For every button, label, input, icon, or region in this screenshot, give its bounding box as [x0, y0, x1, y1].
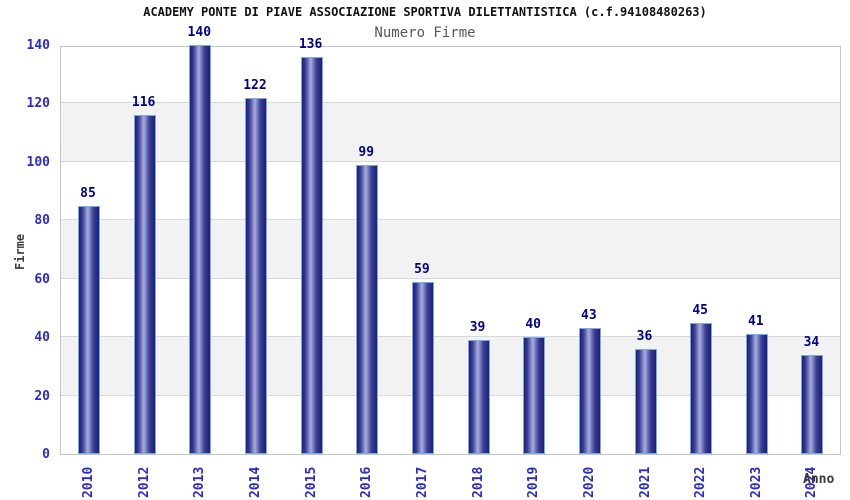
gridline — [61, 394, 840, 396]
y-tick-label: 60 — [34, 271, 50, 287]
x-tick-label: 2016 — [359, 466, 375, 498]
bar-value-label: 39 — [469, 320, 486, 336]
bar — [78, 205, 100, 454]
chart-title: ACADEMY PONTE DI PIAVE ASSOCIAZIONE SPOR… — [143, 5, 707, 19]
x-tick-label: 2021 — [637, 466, 653, 498]
bar — [189, 45, 212, 454]
bar-value-label: 45 — [692, 302, 708, 318]
bar-value-label: 41 — [747, 314, 764, 330]
x-tick-label: 2020 — [581, 466, 597, 498]
x-tick-label: 2018 — [470, 466, 486, 498]
y-tick-label: 100 — [26, 154, 50, 170]
y-tick-label: 140 — [26, 38, 50, 53]
x-tick-label: 2015 — [303, 466, 319, 498]
bar-value-label: 136 — [298, 36, 323, 52]
bar-value-label: 40 — [525, 317, 542, 333]
bar — [801, 354, 824, 454]
bar — [411, 281, 434, 454]
bar — [745, 334, 768, 454]
x-tick-label: 2019 — [526, 466, 542, 498]
bar-value-label: 43 — [581, 308, 597, 324]
bar — [300, 56, 323, 454]
y-tick-label: 0 — [42, 447, 50, 462]
x-tick-label: 2017 — [414, 466, 430, 498]
bar-value-label: 140 — [187, 25, 212, 40]
bar — [467, 340, 490, 454]
bar-value-label: 36 — [636, 328, 653, 344]
plot-area — [60, 45, 841, 455]
gridline — [61, 219, 840, 221]
bar-value-label: 122 — [243, 77, 267, 93]
bar-value-label: 99 — [358, 144, 375, 160]
bar-value-label: 59 — [414, 261, 430, 277]
y-tick-label: 40 — [34, 330, 50, 346]
y-tick-label: 120 — [26, 96, 50, 112]
y-axis-title: Firme — [13, 233, 27, 270]
bar — [523, 337, 546, 454]
x-tick-label: 2010 — [81, 466, 96, 498]
x-axis-title: Anno — [803, 472, 835, 487]
x-tick-label: 2022 — [693, 466, 709, 498]
y-tick-label: 80 — [34, 213, 50, 229]
plot-shaded-band — [61, 103, 840, 162]
plot-shaded-band — [61, 337, 840, 396]
bar-value-label: 85 — [80, 185, 96, 201]
bar — [690, 322, 713, 454]
gridline — [61, 336, 840, 338]
gridline — [61, 277, 840, 279]
bar — [133, 115, 156, 454]
chart-subtitle: Numero Firme — [374, 25, 476, 41]
bar — [578, 328, 601, 454]
bar-value-label: 116 — [131, 95, 156, 111]
x-tick-label: 2014 — [247, 466, 263, 498]
bar-value-label: 34 — [803, 334, 820, 350]
plot-shaded-band — [61, 220, 840, 279]
bar — [634, 348, 657, 454]
y-tick-label: 20 — [34, 388, 50, 404]
x-tick-label: 2012 — [136, 466, 152, 498]
bar — [356, 164, 379, 454]
gridline — [61, 160, 840, 162]
gridline — [61, 102, 840, 104]
bar — [244, 97, 267, 454]
x-tick-label: 2023 — [748, 466, 764, 498]
x-tick-label: 2013 — [192, 466, 208, 498]
